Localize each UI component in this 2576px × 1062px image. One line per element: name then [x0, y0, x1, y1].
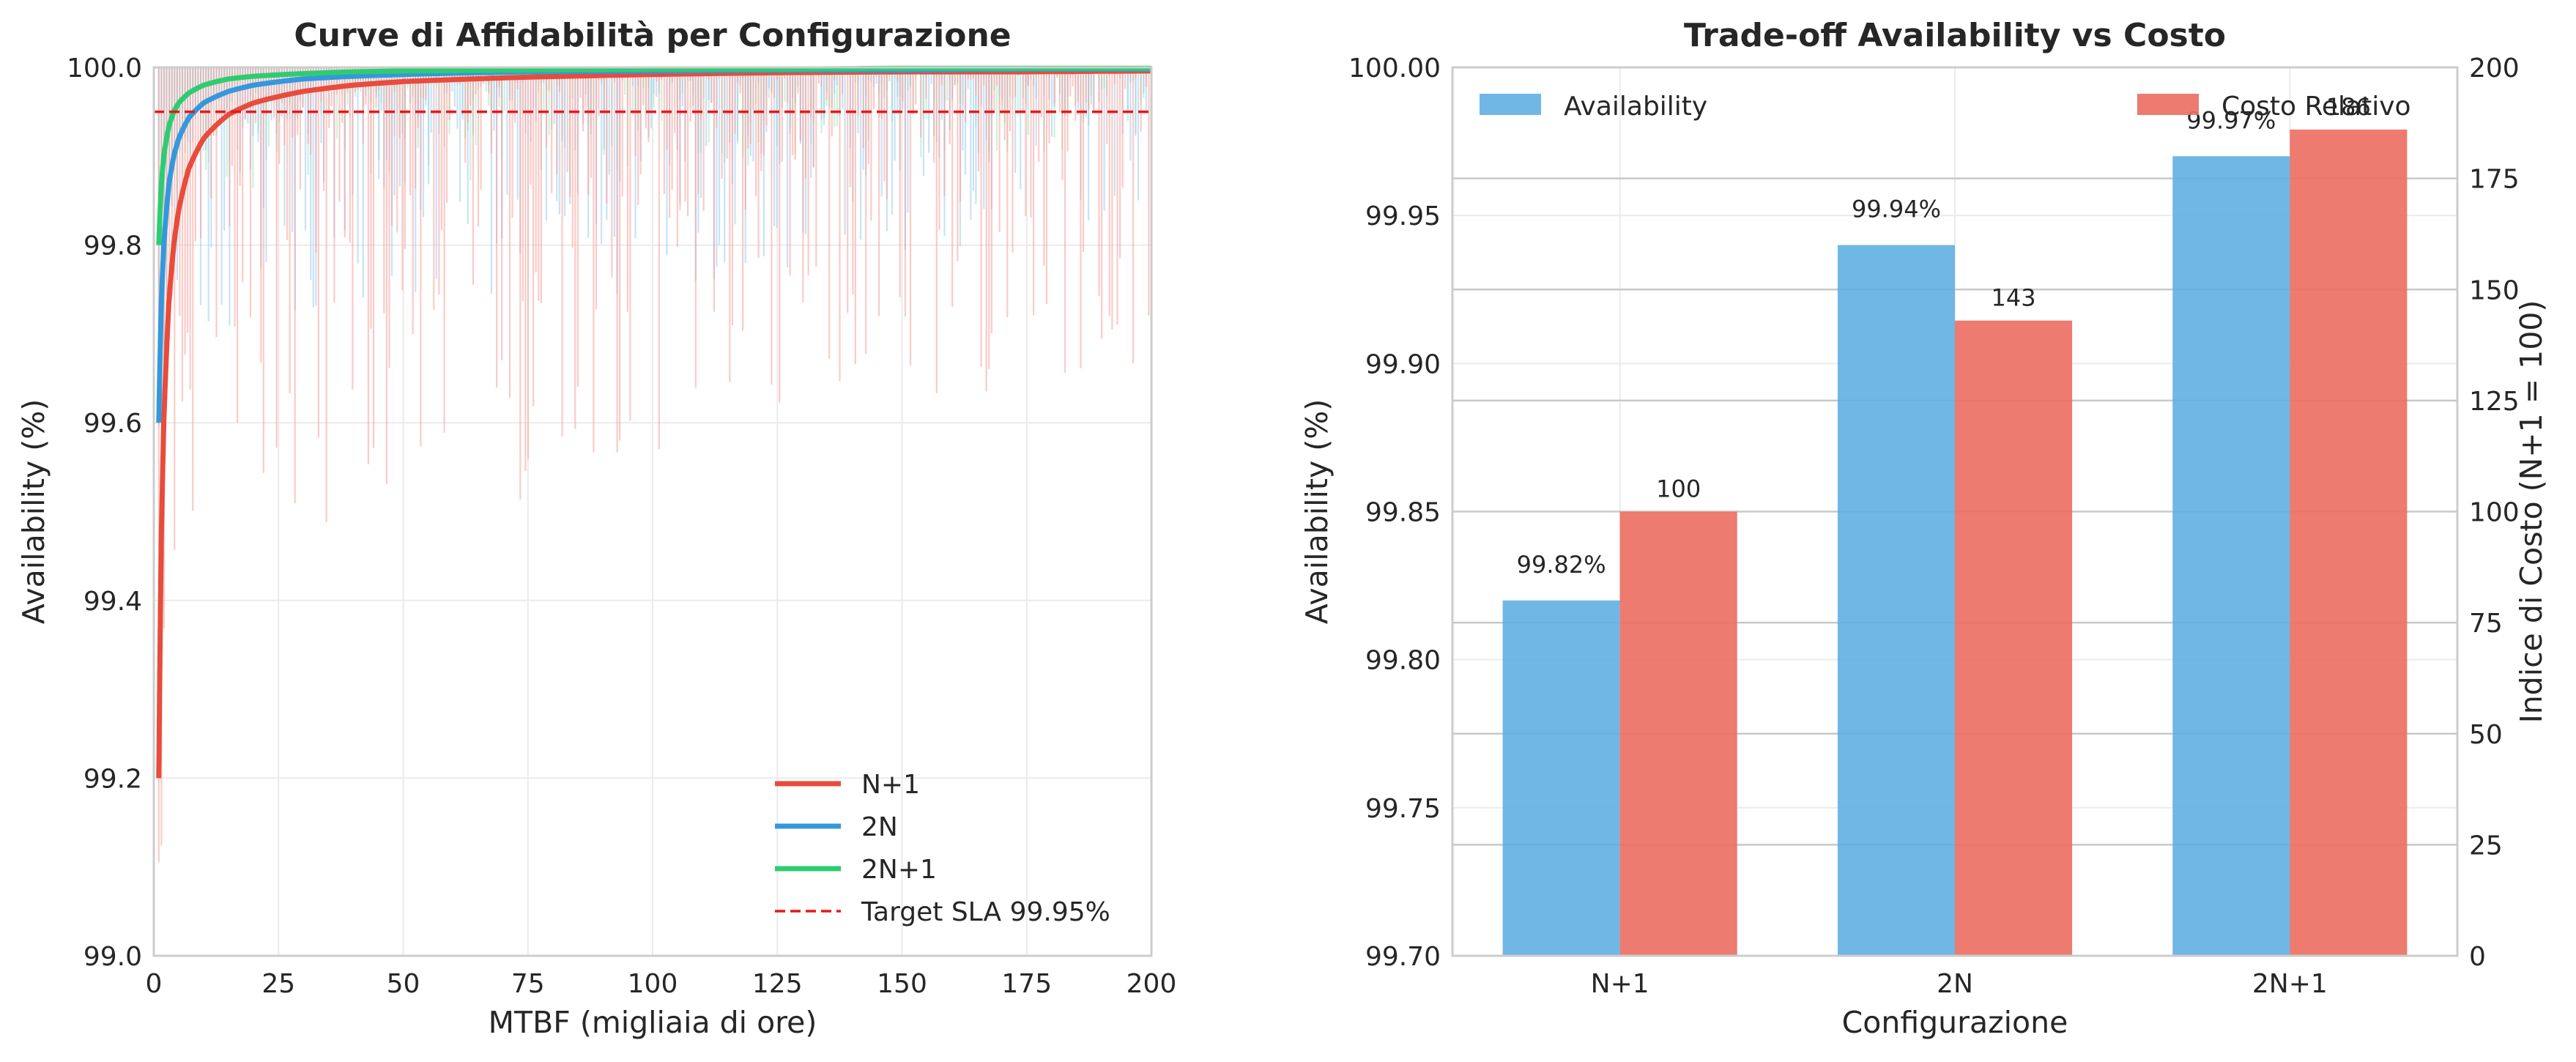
y-tick-label-left: 99.70: [1365, 942, 1441, 972]
legend-label: 2N+1: [861, 855, 937, 885]
data-label-cost: 186: [2326, 93, 2371, 121]
series-line-2nplus1: [156, 65, 1151, 245]
y-tick-label-right: 0: [2469, 942, 2486, 972]
x-tick-label: 2N: [1937, 969, 1973, 999]
legend-label-availability: Availability: [1564, 92, 1707, 122]
axis-ticks: N+1 2N 2N+1 99.70 99.75 99.80 99.85 99.90 99.95 1…: [1348, 53, 2520, 999]
data-label-cost: 143: [1991, 284, 2035, 312]
data-label-availability: 99.82%: [1517, 551, 1606, 579]
y-tick-label-right: 200: [2469, 53, 2520, 83]
y-tick-label-right: 150: [2469, 275, 2520, 305]
y-tick-label-right: 25: [2469, 831, 2503, 861]
data-label-cost: 100: [1656, 475, 1701, 503]
legend: Availability Costo Relativo: [1480, 92, 2411, 122]
bar-cost: [2290, 129, 2408, 956]
y-tick-label-left: 99.90: [1365, 349, 1441, 379]
y-tick-label-left: 100.00: [1348, 53, 1441, 83]
series-line-nplus1: [156, 68, 1152, 779]
legend: N+1 2N 2N+1 Target SLA 99.95%: [775, 770, 1110, 927]
legend-swatch-availability: [1480, 94, 1541, 115]
y-tick-label: 99.2: [83, 764, 142, 794]
data-label-availability: 99.97%: [2186, 106, 2276, 134]
y-tick-label-right: 50: [2469, 720, 2503, 750]
y-tick-label-left: 99.75: [1365, 794, 1441, 824]
y-axis-label-left: Availability (%): [1299, 399, 1335, 624]
series-lines: [154, 65, 1152, 779]
axis-ticks: 0 25 50 75 100 125 150 175 200 99.0 99.2 99.4 99.6 99…: [67, 53, 1176, 999]
legend-swatch-cost: [2137, 94, 2199, 115]
chart-title: Trade-off Availability vs Costo: [1684, 17, 2226, 54]
x-axis-label: Configurazione: [1842, 1005, 2068, 1040]
bar-availability: [1837, 245, 1955, 957]
x-tick-label: 75: [511, 969, 545, 999]
data-label-availability: 99.94%: [1852, 196, 1941, 223]
x-tick-label: 100: [628, 969, 678, 999]
bar-cost: [1955, 320, 2073, 957]
y-tick-label: 100.0: [67, 53, 142, 83]
x-axis-label: MTBF (migliaia di ore): [489, 1005, 817, 1040]
y-tick-label-left: 99.80: [1365, 646, 1441, 676]
x-tick-label: 50: [387, 969, 420, 999]
y-tick-label: 99.8: [83, 231, 142, 261]
y-tick-label-left: 99.85: [1365, 498, 1441, 528]
grid: [153, 67, 1152, 957]
x-tick-label: N+1: [1591, 969, 1649, 999]
y-tick-label-right: 175: [2469, 165, 2520, 195]
x-tick-label: 125: [752, 969, 803, 999]
bar-cost: [1619, 511, 1737, 956]
y-tick-label: 99.4: [83, 587, 142, 617]
reliability-curves-chart: Curve di Affidabilità per Configurazione…: [16, 17, 1176, 1040]
tradeoff-bar-chart: Trade-off Availability vs Costo Configur…: [1299, 17, 2549, 1040]
legend-label-cost: Costo Relativo: [2221, 92, 2411, 122]
bar-availability: [2172, 156, 2290, 956]
legend-label: Target SLA 99.95%: [861, 897, 1110, 927]
x-tick-label: 150: [877, 969, 927, 999]
y-axis-label: Availability (%): [16, 399, 51, 624]
y-tick-label-right: 75: [2469, 609, 2503, 639]
x-tick-label: 200: [1126, 969, 1177, 999]
y-tick-label-left: 99.95: [1365, 201, 1441, 231]
y-tick-label: 99.0: [83, 942, 142, 972]
plot-frame: [1451, 66, 2459, 957]
plot-frame: [152, 66, 1153, 957]
legend-label: N+1: [861, 770, 920, 800]
x-tick-label: 2N+1: [2252, 969, 2328, 999]
legend-label: 2N: [861, 812, 898, 842]
bar-availability: [1502, 600, 1620, 956]
x-tick-label: 175: [1001, 969, 1052, 999]
y-axis-label-right: Indice di Costo (N+1 = 100): [2514, 300, 2549, 724]
chart-title: Curve di Affidabilità per Configurazione: [294, 17, 1011, 54]
y-tick-label-right: 125: [2469, 387, 2520, 417]
x-tick-label: 25: [261, 969, 295, 999]
y-tick-label-right: 100: [2469, 498, 2520, 528]
y-tick-label: 99.6: [83, 409, 142, 439]
bars: 99.82% 100 99.94% 143 99.97% 186: [1502, 93, 2408, 957]
x-tick-label: 0: [146, 969, 163, 999]
